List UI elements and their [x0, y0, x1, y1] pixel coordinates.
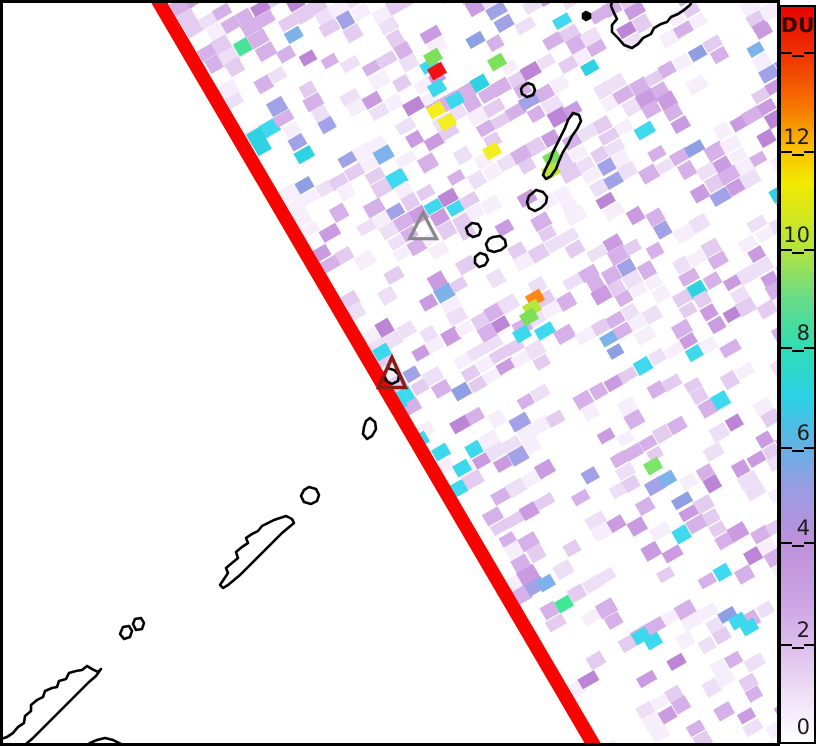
islet-pair-a — [118, 624, 134, 641]
island-round — [299, 485, 321, 506]
colorbar-separator — [781, 249, 814, 255]
volcano-marker-gray — [406, 209, 440, 241]
island-long-sw — [218, 514, 296, 590]
colorbar-separator — [781, 447, 814, 452]
volcano-marker-dark-red — [375, 353, 409, 390]
island-mid — [525, 188, 549, 213]
islet-ring-upper — [519, 81, 537, 99]
islet-oval — [361, 416, 378, 441]
colorbar-tick-label: 0 — [796, 715, 810, 739]
colorbar-separator — [781, 150, 814, 156]
map-plot — [0, 0, 780, 746]
coastlines — [3, 3, 693, 743]
colorbar-unit-label: DU — [781, 13, 815, 37]
colorbar-separator — [781, 541, 814, 547]
colorbar-tick-label: 10 — [783, 223, 810, 248]
island-bean — [484, 234, 508, 254]
colorbar-tick-label: 6 — [796, 421, 810, 445]
colorbar-separator — [781, 643, 814, 649]
landmass-top-right — [609, 3, 693, 50]
pixel-field — [168, 3, 777, 743]
swath-edge-line — [149, 0, 603, 746]
colorbar-tick-label: 8 — [796, 321, 810, 346]
island-elongated-ne — [541, 111, 583, 181]
islet-dot — [581, 10, 592, 22]
map-border — [0, 0, 780, 746]
volcano-markers — [375, 209, 440, 390]
colorbar-tick-label: 4 — [796, 515, 810, 540]
colorbar-separator — [781, 347, 814, 353]
colorbar-separator — [781, 51, 814, 57]
colorbar-tick-label: 12 — [783, 124, 810, 149]
islet-ring-center — [464, 221, 483, 239]
islet-ring-lower — [473, 251, 490, 269]
island-big-sw — [3, 664, 103, 743]
colorbar: DU 12 10 8 6 4 2 0 — [779, 5, 816, 744]
island-bottom-arc — [87, 736, 122, 743]
islet-pair-b — [131, 616, 146, 632]
colorbar-tick-label: 2 — [796, 617, 810, 642]
